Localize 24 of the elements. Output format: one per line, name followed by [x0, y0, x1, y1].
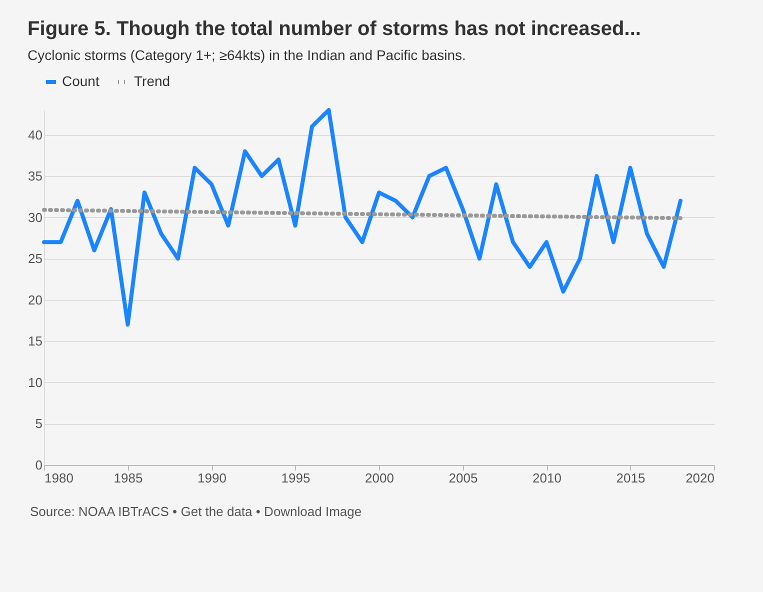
line-series — [42, 108, 682, 327]
x-tick-label: 1995 — [281, 470, 310, 486]
source-note: Source: NOAA IBTrACS • Get the data • Download Image — [30, 504, 363, 519]
x-tick-label: 2005 — [448, 470, 478, 486]
x-tick-label: 2000 — [365, 470, 394, 486]
x-tick-label: 1980 — [44, 470, 74, 486]
y-tick-label: 5 — [35, 416, 42, 432]
y-tick-label: 35 — [28, 168, 42, 184]
x-tick-label: 2015 — [616, 470, 646, 486]
y-tick-label: 25 — [28, 251, 42, 266]
y-tick-label: 20 — [28, 292, 42, 308]
chart-subtitle: Cyclonic storms (Category 1+; ≥64kts) in the Indian and Pacific basins. — [28, 47, 466, 63]
y-tick-label: 40 — [28, 127, 42, 142]
x-tick-label: 2020 — [686, 470, 714, 486]
y-tick-label: 15 — [28, 334, 42, 349]
y-tick-label: 0 — [35, 458, 42, 472]
chart-title: Figure 5. Though the total number of storms has not increased... — [28, 18, 641, 40]
y-tick-label: 10 — [28, 374, 42, 390]
x-tick-label: 2010 — [532, 470, 562, 486]
x-tick-label: 1985 — [114, 470, 143, 486]
legend-label: Count — [62, 73, 100, 89]
legend-label: Trend — [134, 73, 170, 89]
x-tick-label: 1990 — [198, 470, 226, 486]
y-tick-label: 30 — [28, 210, 42, 225]
